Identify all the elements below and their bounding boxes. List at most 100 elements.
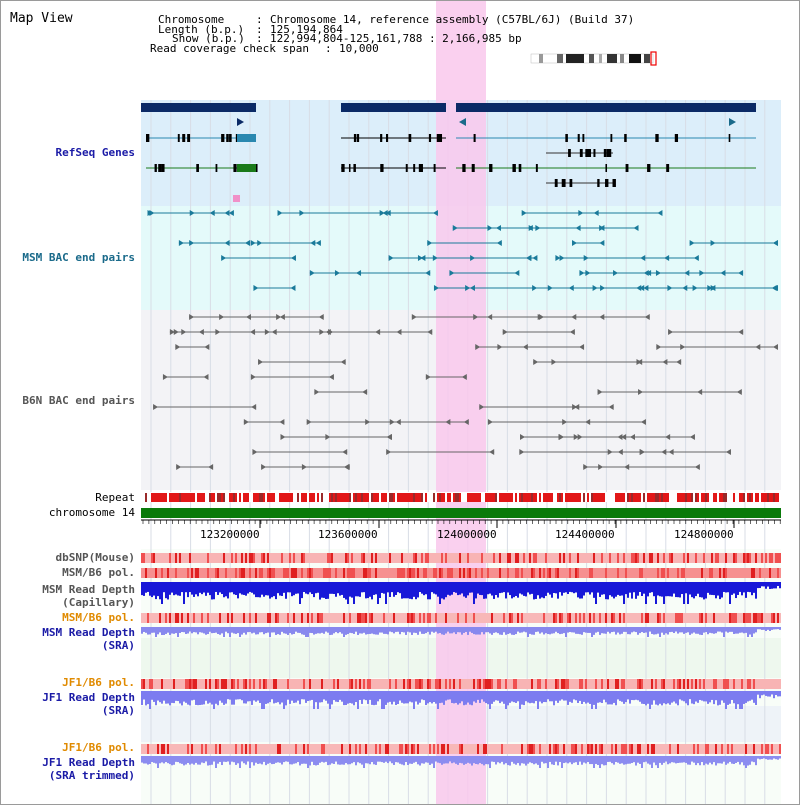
jf1-pol-strip xyxy=(335,679,337,689)
msm-depth-sra-bar xyxy=(445,627,447,634)
msm-pol-strip xyxy=(389,613,391,623)
jf1-depth-trimmed-bar xyxy=(381,756,383,763)
msm-pol-strip xyxy=(211,568,213,578)
msm-bac-pair-end xyxy=(433,285,439,291)
msm-pol-strip xyxy=(739,613,741,623)
msm-depth-capillary-bar xyxy=(609,582,611,596)
jf1-pol-strip xyxy=(195,744,197,754)
jf1-depth-trimmed-bar xyxy=(299,756,301,766)
jf1-depth-sra-bar xyxy=(427,691,429,704)
msm-bac-pair-end xyxy=(572,240,578,246)
repeat-element xyxy=(457,493,459,502)
jf1-pol-strip xyxy=(573,679,575,689)
dbsnp-strip xyxy=(299,553,301,563)
jf1-pol-strip xyxy=(297,744,299,754)
msm-depth-sra-bar xyxy=(523,627,525,632)
jf1-pol-strip xyxy=(387,744,389,754)
jf1-pol-strip xyxy=(199,679,201,689)
msm-pol-strip xyxy=(245,568,247,578)
jf1-depth-trimmed-bar xyxy=(343,756,345,765)
msm-depth-sra-bar xyxy=(563,627,565,634)
jf1-depth-sra-bar xyxy=(635,691,637,700)
msm-depth-sra-bar xyxy=(635,627,637,633)
msm-depth-sra-bar xyxy=(735,627,737,634)
track-label-jf1-depth-sra-1[interactable]: JF1 Read Depth xyxy=(42,691,135,704)
jf1-depth-trimmed-bar xyxy=(747,756,749,766)
track-label-msm-depth-cap-1[interactable]: MSM Read Depth xyxy=(42,583,135,596)
track-label-msm-pol-2[interactable]: MSM/B6 pol. xyxy=(62,611,135,624)
msm-depth-sra-bar xyxy=(679,627,681,633)
track-label-b6n-bac[interactable]: B6N BAC end pairs xyxy=(22,394,135,407)
msm-depth-sra-bar xyxy=(421,627,423,634)
msm-pol-strip xyxy=(259,613,261,623)
track-label-msm-bac[interactable]: MSM BAC end pairs xyxy=(22,251,135,264)
jf1-depth-trimmed-bar xyxy=(697,756,699,764)
dbsnp-strip xyxy=(591,553,593,563)
track-label-jf1-pol-1[interactable]: JF1/B6 pol. xyxy=(62,676,135,689)
msm-pol-strip xyxy=(385,613,387,623)
jf1-depth-trimmed-bar xyxy=(549,756,551,762)
exon xyxy=(674,134,679,142)
repeat-element xyxy=(597,493,599,502)
msm-pol-strip xyxy=(337,613,339,623)
msm-depth-sra-bar xyxy=(699,627,701,635)
msm-pol-strip xyxy=(541,613,543,623)
msm-depth-sra-bar xyxy=(193,627,195,633)
msm-depth-sra-bar xyxy=(373,627,375,635)
b6n-bac-pair-end xyxy=(598,464,604,470)
jf1-pol-strip xyxy=(733,679,735,689)
dbsnp-strip xyxy=(195,553,197,563)
jf1-depth-trimmed-bar xyxy=(693,756,695,763)
jf1-pol-strip xyxy=(211,744,213,754)
jf1-depth-sra-bar xyxy=(319,691,321,703)
b6n-bac-pair-end xyxy=(599,314,605,320)
jf1-pol-strip xyxy=(717,744,719,754)
jf1-depth-sra-bar xyxy=(685,691,687,704)
jf1-pol-strip xyxy=(645,679,647,689)
msm-pol-strip xyxy=(597,568,599,578)
msm-bac-pair-end xyxy=(432,210,438,216)
dbsnp-strip xyxy=(555,553,557,563)
msm-depth-capillary-bar xyxy=(631,582,633,599)
jf1-depth-trimmed-bar xyxy=(531,756,533,764)
track-label-msm-pol-1[interactable]: MSM/B6 pol. xyxy=(62,566,135,579)
repeat-element xyxy=(259,493,261,502)
track-label-jf1-pol-2[interactable]: JF1/B6 pol. xyxy=(62,741,135,754)
repeat-element xyxy=(305,493,307,502)
jf1-pol-strip xyxy=(287,679,289,689)
track-label-msm-depth-sra-1[interactable]: MSM Read Depth xyxy=(42,626,135,639)
dbsnp-strip xyxy=(453,553,455,563)
track-label-jf1-depth-trim-1[interactable]: JF1 Read Depth xyxy=(42,756,135,769)
track-label-dbsnp[interactable]: dbSNP(Mouse) xyxy=(55,551,135,564)
jf1-pol-strip xyxy=(161,744,163,754)
jf1-depth-trimmed-bar xyxy=(163,756,165,764)
jf1-depth-trimmed-bar xyxy=(349,756,351,765)
msm-pol-strip xyxy=(151,613,153,623)
msm-depth-sra-bar xyxy=(357,627,359,635)
msm-pol-strip xyxy=(711,568,713,578)
msm-depth-sra-bar xyxy=(325,627,327,632)
jf1-pol-strip xyxy=(307,679,309,689)
jf1-depth-sra-bar xyxy=(299,691,301,705)
msm-pol-strip xyxy=(501,568,503,578)
msm-depth-capillary-bar xyxy=(249,582,251,592)
dbsnp-strip xyxy=(345,553,347,563)
jf1-depth-trimmed-bar xyxy=(597,756,599,765)
msm-depth-capillary-bar xyxy=(143,582,145,596)
msm-pol-strip xyxy=(205,568,207,578)
dbsnp-strip xyxy=(527,553,529,563)
msm-depth-capillary-bar xyxy=(311,582,313,595)
msm-pol-strip xyxy=(303,613,305,623)
jf1-depth-sra-bar xyxy=(441,691,443,703)
jf1-pol-strip xyxy=(683,679,685,689)
msm-pol-strip xyxy=(715,613,717,623)
track-label-refseq[interactable]: RefSeq Genes xyxy=(55,146,135,159)
msm-depth-sra-bar xyxy=(629,627,631,635)
msm-pol-strip xyxy=(311,613,313,623)
msm-depth-capillary-bar xyxy=(615,582,617,597)
msm-pol-strip xyxy=(309,568,311,578)
msm-depth-sra-bar xyxy=(619,627,621,635)
jf1-depth-sra-bar xyxy=(631,691,633,701)
jf1-pol-strip xyxy=(147,679,149,689)
